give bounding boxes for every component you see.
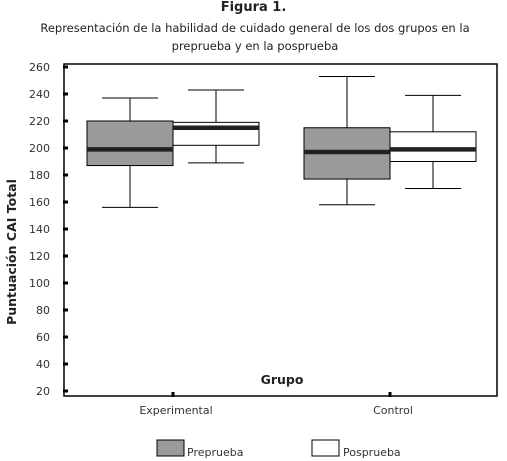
x-axis: Experimental Control [139,392,413,417]
legend-label: Posprueba [343,446,401,459]
legend-swatch [311,439,340,457]
y-tick-label: 140 [29,223,50,236]
plot-area [63,63,498,397]
caption-line-1: Representación de la habilidad de cuidad… [40,21,470,35]
x-category-label: Control [373,404,413,417]
figure-label: Figura 1. [220,0,287,15]
y-axis-title: Puntuación CAI Total [4,179,19,325]
y-axis: 20 40 60 80 100 120 140 160 180 200 220 240 260 [29,61,68,398]
y-tick-label: 60 [36,331,50,344]
caption-line-2: preprueba y en la posprueba [171,39,339,53]
legend-label: Preprueba [187,446,243,459]
y-tick-label: 80 [36,304,50,317]
legend-swatch [156,439,185,457]
y-tick-label: 260 [29,61,50,74]
plot-frame [63,63,498,397]
x-axis-title: Grupo [261,372,304,387]
y-tick-label: 20 [36,385,50,398]
y-tick-label: 200 [29,142,50,155]
iqr-box [389,131,477,163]
iqr-box [86,120,174,167]
figure-caption: Representación de la habilidad de cuidad… [20,19,490,55]
y-tick-label: 240 [29,88,50,101]
y-tick-label: 160 [29,196,50,209]
y-tick-label: 220 [29,115,50,128]
y-tick-label: 40 [36,358,50,371]
box-experimental-posprueba [172,89,260,164]
box-experimental-preprueba [86,97,174,208]
legend: Preprueba Posprueba [156,439,401,459]
box-control-preprueba [303,75,391,206]
y-tick-label: 100 [29,277,50,290]
box-groups [86,75,477,208]
y-tick-label: 180 [29,169,50,182]
y-tick-label: 120 [29,250,50,263]
box-control-posprueba [389,94,477,189]
x-category-label: Experimental [139,404,212,417]
